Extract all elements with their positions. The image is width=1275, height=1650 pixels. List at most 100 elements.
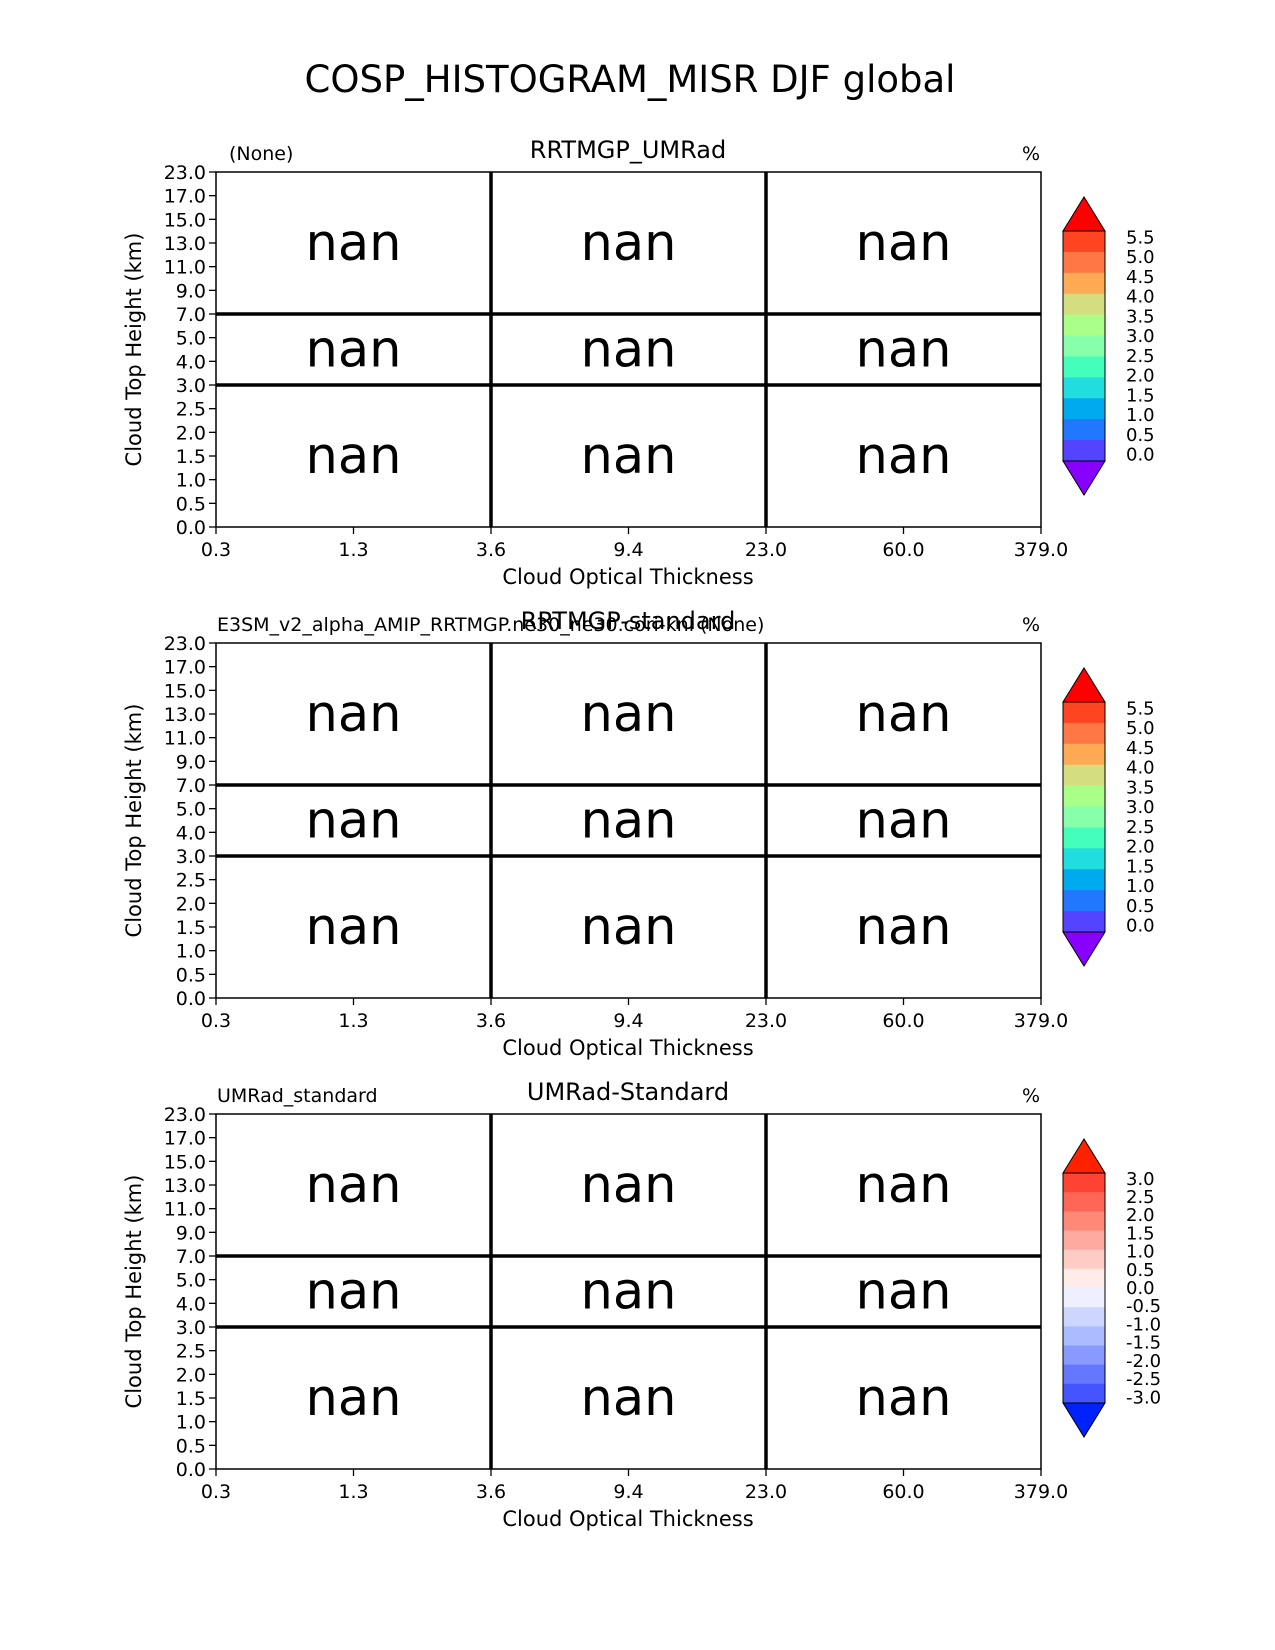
cell-value-label: nan xyxy=(306,1156,402,1215)
cell-value-label: nan xyxy=(306,321,402,380)
x-tick-label: 23.0 xyxy=(745,539,787,561)
y-tick-label: 15.0 xyxy=(164,1151,206,1173)
cell-value-label: nan xyxy=(306,1369,402,1428)
colorbar-band xyxy=(1063,1173,1105,1193)
y-tick-label: 13.0 xyxy=(164,1175,206,1197)
y-tick-label: 0.5 xyxy=(176,1435,206,1457)
colorbar-tick-label: 4.5 xyxy=(1126,738,1155,759)
plot-area xyxy=(215,642,1042,999)
panel-title: RRTMGP-standard xyxy=(521,607,736,635)
y-tick-label: 2.5 xyxy=(176,399,206,421)
y-tick-label: 4.0 xyxy=(176,351,206,373)
cell-value-label: nan xyxy=(856,1263,952,1322)
y-tick-label: 17.0 xyxy=(164,186,206,208)
y-tick-label: 3.0 xyxy=(176,1317,206,1339)
x-tick-label: 1.3 xyxy=(338,539,368,561)
colorbar-tick-label: 4.0 xyxy=(1126,287,1155,308)
colorbar-band xyxy=(1063,335,1105,357)
colorbar-tick-label: 0.5 xyxy=(1126,1260,1155,1281)
colorbar-band xyxy=(1063,231,1105,253)
x-tick-label: 9.4 xyxy=(613,1481,643,1503)
x-tick-label: 379.0 xyxy=(1014,1010,1068,1032)
plot-area xyxy=(215,171,1042,528)
cell-value-label: nan xyxy=(306,792,402,851)
chart-panel-3: UMRad_standard UMRad-Standard % 0.3 1.3 3.6 9.… xyxy=(122,1078,1161,1531)
cell-value-label: nan xyxy=(306,427,402,486)
cell-value-label: nan xyxy=(581,427,677,486)
cell-value-label: nan xyxy=(581,1369,677,1428)
y-tick-label: 17.0 xyxy=(164,657,206,679)
colorbar-tick-label: 3.5 xyxy=(1126,777,1155,798)
cell-value-label: nan xyxy=(306,685,402,744)
panel-units: % xyxy=(1022,1085,1040,1107)
colorbar-tick-label: 5.0 xyxy=(1126,718,1155,739)
cell-value-label: nan xyxy=(581,685,677,744)
chart-panel-1: (None) RRTMGP_UMRad % 0.3 1.3 3.6 9.4 23.0 60.0 3… xyxy=(122,136,1155,589)
cell-value-label: nan xyxy=(581,898,677,957)
colorbar-tick-label: 3.5 xyxy=(1126,306,1155,327)
x-tick-label: 1.3 xyxy=(338,1481,368,1503)
cell-value-label: nan xyxy=(856,427,952,486)
y-tick-label: 0.0 xyxy=(176,517,206,539)
colorbar-band xyxy=(1063,1383,1105,1404)
y-tick-label: 5.0 xyxy=(176,799,206,821)
x-axis-label: Cloud Optical Thickness xyxy=(502,565,753,589)
colorbar-tick-label: 1.5 xyxy=(1126,856,1155,877)
y-tick-label: 2.5 xyxy=(176,870,206,892)
y-tick-label: 23.0 xyxy=(164,633,206,655)
colorbar-tick-label: 5.5 xyxy=(1126,227,1155,248)
colorbar-tick-label: -2.5 xyxy=(1126,1369,1161,1390)
colorbar-band xyxy=(1063,1307,1105,1327)
y-tick-label: 2.0 xyxy=(176,893,206,915)
x-tick-label: 60.0 xyxy=(882,539,924,561)
colorbar-band xyxy=(1063,1230,1105,1251)
y-tick-label: 3.0 xyxy=(176,846,206,868)
colorbar-band xyxy=(1063,1268,1105,1289)
colorbar-tick-label: -1.5 xyxy=(1126,1333,1161,1354)
colorbar-extend-max xyxy=(1062,667,1106,703)
colorbar-band xyxy=(1063,1345,1105,1366)
cell-value-label: nan xyxy=(306,1263,402,1322)
y-tick-label: 0.5 xyxy=(176,493,206,515)
x-tick-label: 23.0 xyxy=(745,1481,787,1503)
colorbar-tick-label: -0.5 xyxy=(1126,1296,1161,1317)
colorbar-tick-label: 1.5 xyxy=(1126,1223,1155,1244)
cell-value-label: nan xyxy=(306,898,402,957)
cell-value-label: nan xyxy=(856,1156,952,1215)
colorbar-tick-label: -1.0 xyxy=(1126,1314,1161,1335)
y-tick-label: 2.0 xyxy=(176,422,206,444)
colorbar: 3.02.52.01.51.00.50.0-0.5-1.0-1.5-2.0-2.… xyxy=(1062,1138,1161,1438)
y-tick-label: 23.0 xyxy=(164,162,206,184)
colorbar-frame xyxy=(1062,230,1106,462)
colorbar-tick-label: -2.0 xyxy=(1126,1351,1161,1372)
colorbar-tick-label: 1.0 xyxy=(1126,876,1155,897)
colorbar-frame xyxy=(1062,1172,1106,1404)
x-tick-label: 23.0 xyxy=(745,1010,787,1032)
y-tick-label: 9.0 xyxy=(176,1222,206,1244)
x-tick-label: 0.3 xyxy=(201,539,231,561)
y-tick-label: 7.0 xyxy=(176,1246,206,1268)
y-tick-label: 0.5 xyxy=(176,964,206,986)
colorbar-band xyxy=(1063,1211,1105,1231)
y-tick-label: 11.0 xyxy=(164,728,206,750)
y-tick-label: 0.0 xyxy=(176,988,206,1010)
colorbar-band xyxy=(1063,1326,1105,1346)
colorbar-tick-label: -3.0 xyxy=(1126,1387,1161,1408)
colorbar: 5.55.04.54.03.53.02.52.01.51.00.50.0 xyxy=(1062,667,1155,967)
colorbar-tick-label: 2.5 xyxy=(1126,817,1155,838)
colorbar-tick-label: 4.0 xyxy=(1126,758,1155,779)
y-tick-label: 23.0 xyxy=(164,1104,206,1126)
cell-value-label: nan xyxy=(856,792,952,851)
colorbar-tick-label: 1.0 xyxy=(1126,1242,1155,1263)
colorbar-band xyxy=(1063,785,1105,808)
cell-value-label: nan xyxy=(306,214,402,273)
x-axis-label: Cloud Optical Thickness xyxy=(502,1036,753,1060)
panel-left-label: (None) xyxy=(229,143,293,165)
colorbar-tick-label: 5.5 xyxy=(1126,698,1155,719)
cell-value-label: nan xyxy=(581,1263,677,1322)
figure-title: COSP_HISTOGRAM_MISR DJF global xyxy=(305,58,956,101)
panel-title: RRTMGP_UMRad xyxy=(530,136,726,164)
colorbar-band xyxy=(1063,848,1105,870)
colorbar: 5.55.04.54.03.53.02.52.01.51.00.50.0 xyxy=(1062,196,1155,496)
